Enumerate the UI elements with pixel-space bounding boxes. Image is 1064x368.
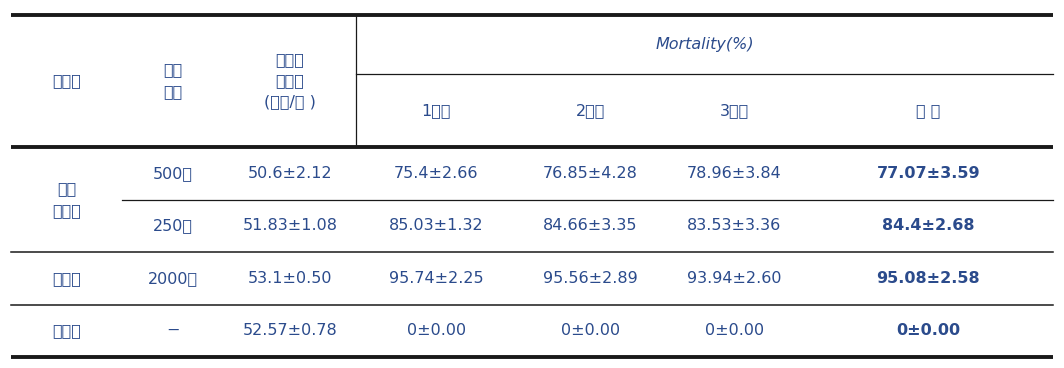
- Text: 대조구: 대조구: [52, 271, 81, 286]
- Text: 85.03±1.32: 85.03±1.32: [389, 218, 483, 233]
- Text: 무처리: 무처리: [52, 323, 81, 338]
- Text: 93.94±2.60: 93.94±2.60: [687, 271, 781, 286]
- Text: 95.74±2.25: 95.74±2.25: [389, 271, 483, 286]
- Text: 1반복: 1반복: [421, 103, 451, 118]
- Text: 고삼
추출물: 고삼 추출물: [52, 181, 81, 218]
- Text: 53.1±0.50: 53.1±0.50: [248, 271, 332, 286]
- Text: 희석
배수: 희석 배수: [163, 62, 183, 100]
- Text: Mortality(%): Mortality(%): [655, 37, 754, 52]
- Text: 3반복: 3반복: [719, 103, 749, 118]
- Text: 50.6±2.12: 50.6±2.12: [248, 166, 332, 181]
- Text: 2000배: 2000배: [148, 271, 198, 286]
- Text: 75.4±2.66: 75.4±2.66: [394, 166, 479, 181]
- Text: 84.66±3.35: 84.66±3.35: [544, 218, 637, 233]
- Text: 77.07±3.59: 77.07±3.59: [877, 166, 980, 181]
- Text: 95.56±2.89: 95.56±2.89: [543, 271, 638, 286]
- Text: 500배: 500배: [153, 166, 193, 181]
- Text: 84.4±2.68: 84.4±2.68: [882, 218, 975, 233]
- Text: 78.96±3.84: 78.96±3.84: [686, 166, 782, 181]
- Text: 0±0.00: 0±0.00: [406, 323, 466, 338]
- Text: 83.53±3.36: 83.53±3.36: [687, 218, 781, 233]
- Text: 처리전
밀도수
(마리/엽 ): 처리전 밀도수 (마리/엽 ): [264, 53, 316, 109]
- Text: 250배: 250배: [153, 218, 193, 233]
- Text: 52.57±0.78: 52.57±0.78: [243, 323, 337, 338]
- Text: 0±0.00: 0±0.00: [896, 323, 961, 338]
- Text: 처리구: 처리구: [52, 74, 81, 88]
- Text: 51.83±1.08: 51.83±1.08: [243, 218, 337, 233]
- Text: −: −: [166, 323, 180, 338]
- Text: 0±0.00: 0±0.00: [561, 323, 620, 338]
- Text: 2반복: 2반복: [576, 103, 605, 118]
- Text: 0±0.00: 0±0.00: [704, 323, 764, 338]
- Text: 95.08±2.58: 95.08±2.58: [877, 271, 980, 286]
- Text: 76.85±4.28: 76.85±4.28: [543, 166, 638, 181]
- Text: 평 균: 평 균: [916, 103, 941, 118]
